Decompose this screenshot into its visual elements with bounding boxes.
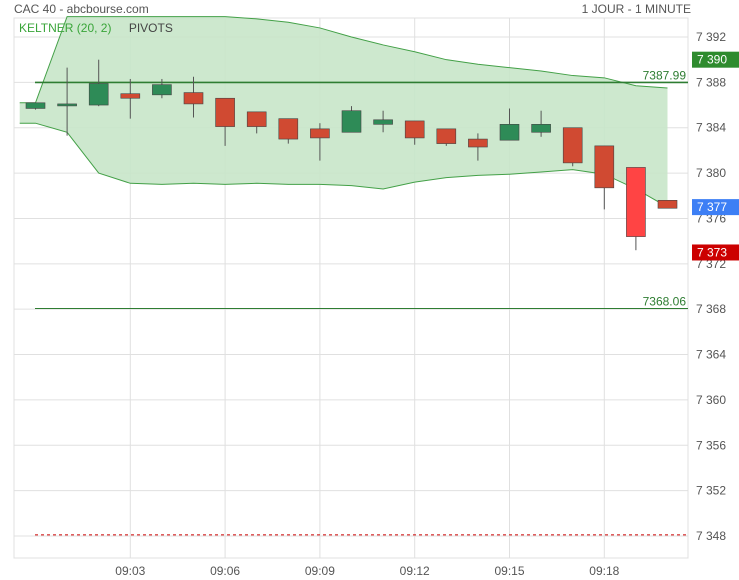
legend-pivots[interactable]: PIVOTS xyxy=(128,21,173,35)
legend: KELTNER (20, 2) PIVOTS xyxy=(19,21,173,35)
candle xyxy=(183,76,204,118)
y-tick-label: 7 384 xyxy=(696,121,726,135)
candles xyxy=(25,59,678,251)
x-tick-label: 09:03 xyxy=(115,564,145,578)
y-tick-label: 7 348 xyxy=(696,529,726,543)
price-tags: 7 390 7 377 7 373 xyxy=(692,51,739,261)
candle xyxy=(88,59,109,107)
x-tick-label: 09:06 xyxy=(210,564,240,578)
candle xyxy=(562,127,583,167)
candle-body xyxy=(57,103,77,107)
y-tick-label: 7 360 xyxy=(696,393,726,407)
candle xyxy=(278,118,299,144)
y-tick-label: 7 352 xyxy=(696,484,726,498)
pivot-label: 7368.06 xyxy=(643,295,687,309)
candle xyxy=(594,145,615,210)
y-tick-label: 7 368 xyxy=(696,302,726,316)
candle xyxy=(657,200,678,209)
period-label[interactable]: 1 JOUR - 1 MINUTE xyxy=(581,2,691,16)
candle-body xyxy=(310,128,330,139)
legend-keltner[interactable]: KELTNER (20, 2) xyxy=(19,21,112,35)
candle xyxy=(215,97,235,146)
candle xyxy=(246,111,267,134)
y-tick-label: 7 380 xyxy=(696,166,726,180)
candle-body xyxy=(88,83,109,106)
candle xyxy=(341,106,362,133)
candle xyxy=(531,110,551,137)
candle-body xyxy=(152,84,172,96)
x-tick-label: 09:15 xyxy=(494,564,524,578)
candle-body xyxy=(120,93,141,99)
y-tick-label: 7 388 xyxy=(696,75,726,89)
candle xyxy=(25,102,46,110)
candle xyxy=(373,110,393,133)
x-tick-label: 09:12 xyxy=(400,564,430,578)
x-axis: 09:03 09:06 09:09 09:12 09:15 09:18 xyxy=(115,564,619,578)
candle xyxy=(120,78,141,119)
candle xyxy=(310,123,330,161)
candle-body xyxy=(436,128,457,144)
candle-body xyxy=(657,200,678,209)
pivot-label: 7387.99 xyxy=(643,68,687,82)
candle-body xyxy=(246,111,267,127)
candle xyxy=(468,133,488,161)
candle xyxy=(436,128,457,146)
candle xyxy=(57,67,77,136)
keltner-upper-line xyxy=(19,16,668,104)
candle xyxy=(404,120,425,145)
candle-body xyxy=(468,138,488,148)
candle-body xyxy=(562,127,583,164)
x-tick-label: 09:09 xyxy=(305,564,335,578)
price-tag-label: 7 390 xyxy=(697,53,727,67)
price-tag: 7 390 xyxy=(692,51,739,68)
price-tag-label: 7 377 xyxy=(697,200,727,214)
price-tag-label: 7 373 xyxy=(697,245,727,259)
candle-body xyxy=(25,102,46,109)
x-tick-label: 09:18 xyxy=(589,564,619,578)
price-tag-box xyxy=(692,199,739,216)
keltner-lower-line xyxy=(19,122,668,208)
candle-body xyxy=(531,124,551,133)
candle-body xyxy=(499,124,520,141)
candle xyxy=(499,108,520,141)
y-tick-label: 7 364 xyxy=(696,348,726,362)
candle-body xyxy=(183,92,204,105)
plot-frame xyxy=(13,17,689,559)
price-tag-box xyxy=(692,51,739,68)
candle-body xyxy=(341,110,362,133)
candle-body xyxy=(626,167,646,237)
candle-body xyxy=(373,119,393,125)
candle-body xyxy=(594,145,615,189)
instrument-title: CAC 40 - abcbourse.com xyxy=(14,2,149,16)
price-tag: 7 377 xyxy=(692,199,739,216)
candle-body xyxy=(215,97,235,127)
price-tag-box xyxy=(692,244,739,261)
candle xyxy=(626,167,646,251)
y-tick-label: 7 356 xyxy=(696,438,726,452)
candle-body xyxy=(404,120,425,139)
candle-body xyxy=(278,118,299,140)
y-tick-label: 7 392 xyxy=(696,30,726,44)
pivot-lines: 7387.99 7368.06 xyxy=(35,68,688,536)
price-tag: 7 373 xyxy=(692,244,739,261)
candle xyxy=(152,78,172,99)
